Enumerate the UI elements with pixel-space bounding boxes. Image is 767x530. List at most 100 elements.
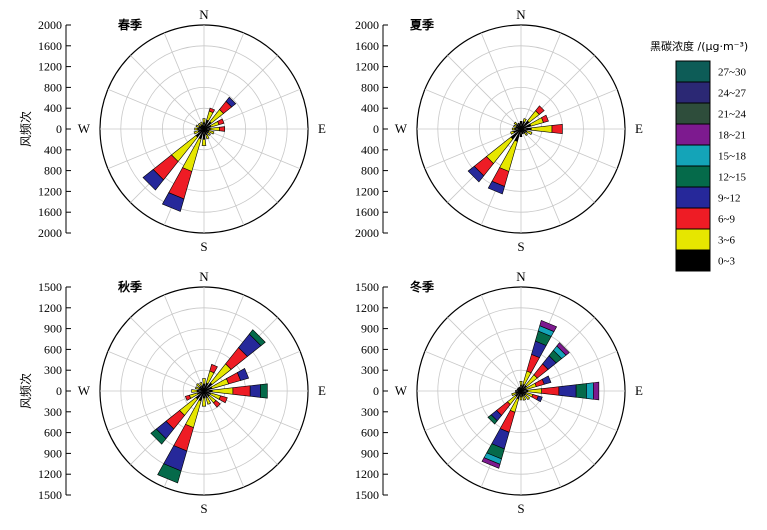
grid-spoke (130, 55, 205, 130)
petal-segment-0-1 (202, 378, 206, 385)
petal-segment-10-4 (150, 428, 167, 445)
legend-label-7: 21~24 (718, 109, 746, 121)
petal-segment-9-3 (161, 192, 185, 212)
y-tick-label: 900 (44, 322, 62, 336)
y-tick-label: 1200 (38, 301, 62, 315)
grid-spoke (163, 32, 205, 130)
petal-segment-6-2 (213, 400, 221, 408)
y-tick-label: 800 (361, 80, 379, 94)
y-tick-label: 400 (361, 101, 379, 115)
grid-spoke (130, 317, 205, 392)
legend-label-1: 3~6 (718, 235, 735, 247)
compass-w: W (395, 383, 408, 398)
grid-spoke (203, 128, 278, 203)
compass-s: S (517, 239, 524, 254)
wind-rose-panel-1: 2000 1600 1200 800 400 0 400 800 1200 1600 2000 N E S… (355, 7, 643, 254)
legend-label-8: 24~27 (718, 88, 746, 100)
y-tick-label: 600 (361, 426, 379, 440)
grid-spoke (447, 317, 522, 392)
petal-segment-14-1 (197, 122, 202, 127)
compass-n: N (199, 7, 209, 22)
y-tick-label: 1200 (38, 467, 62, 481)
petal-segment-8-1 (201, 139, 207, 146)
petal-segment-14-1 (513, 121, 518, 126)
y-tick-label: 1200 (355, 301, 379, 315)
y-tick-label: 800 (44, 164, 62, 178)
petal-segment-12-1 (194, 127, 199, 131)
season-title: 夏季 (410, 17, 435, 32)
petal-segment-3-2 (541, 114, 549, 123)
petal-segment-6-1 (523, 131, 528, 136)
season-title: 秋季 (118, 279, 143, 294)
petal-segment-0-1 (202, 118, 206, 124)
petal-segment-15-0 (517, 122, 522, 130)
petal-segment-10-4 (487, 414, 498, 425)
y-tick-label: 1200 (38, 60, 62, 74)
compass-e: E (318, 383, 326, 398)
y-tick-label: 1500 (38, 488, 62, 502)
y-tick-label: 2000 (38, 226, 62, 240)
compass-s: S (200, 501, 207, 516)
compass-e: E (318, 121, 326, 136)
petal-segment-6-1 (524, 394, 531, 401)
compass-e: E (635, 121, 643, 136)
petal-segment-4-4 (260, 383, 268, 399)
petal-segment-1-1 (522, 118, 527, 123)
grid-spoke (163, 294, 205, 392)
season-title: 春季 (117, 17, 143, 32)
legend-swatch-8 (675, 81, 711, 104)
petal-segment-15-0 (518, 386, 522, 392)
y-tick-label: 1200 (355, 184, 379, 198)
y-axis-label: 风频次 (19, 373, 33, 409)
compass-w: W (78, 121, 91, 136)
petal-segment-4-2 (219, 126, 225, 132)
y-tick-label: 300 (44, 405, 62, 419)
legend-label-4: 12~15 (718, 172, 746, 184)
petal-segment-2-4 (248, 329, 266, 347)
petal-segment-4-1 (211, 387, 234, 395)
petal-segment-0-1 (519, 381, 523, 386)
legend-swatch-1 (675, 228, 711, 251)
petal-segment-4-3 (558, 384, 577, 398)
petal-segment-4-3 (249, 384, 261, 398)
petal-segment-8-0 (519, 128, 523, 138)
petal-segment-1-2 (208, 107, 216, 114)
compass-n: N (516, 269, 526, 284)
petal-segment-1-6 (539, 319, 558, 332)
grid-spoke (520, 32, 562, 130)
season-title: 冬季 (410, 279, 435, 294)
petal-segment-7-1 (205, 134, 210, 140)
petal-segment-5-1 (526, 130, 533, 135)
grid-spoke (424, 350, 522, 392)
y-tick-label: 900 (44, 446, 62, 460)
petal-segment-9-3 (487, 180, 505, 195)
y-tick-label: 300 (361, 405, 379, 419)
y-tick-label: 1200 (355, 60, 379, 74)
petal-segment-13-1 (513, 124, 517, 128)
petal-segment-4-6 (593, 381, 600, 401)
petal-segment-2-3 (225, 96, 237, 108)
petal-segment-2-2 (535, 105, 545, 115)
petal-segment-12-0 (515, 390, 522, 392)
petal-segment-12-1 (511, 127, 516, 131)
grid-spoke (424, 390, 522, 432)
grid-spoke (424, 88, 522, 130)
y-tick-label: 0 (373, 122, 379, 136)
legend-label-9: 27~30 (718, 67, 746, 79)
petal-segment-12-1 (191, 389, 198, 393)
petal-segment-3-3 (236, 368, 250, 381)
y-tick-label: 0 (373, 384, 379, 398)
y-tick-label: 600 (361, 342, 379, 356)
petal-segment-7-0 (520, 128, 524, 135)
legend-label-0: 0~3 (718, 256, 735, 268)
y-tick-label: 2000 (355, 18, 379, 32)
y-tick-label: 1600 (355, 39, 379, 53)
petal-segment-10-3 (467, 165, 485, 183)
petal-segment-5-1 (208, 130, 215, 135)
legend-swatch-9 (675, 60, 711, 83)
petal-segment-5-2 (218, 395, 228, 404)
petal-segment-13-1 (195, 124, 200, 128)
petal-segment-8-1 (201, 397, 207, 407)
y-tick-label: 1600 (38, 205, 62, 219)
petal-segment-11-1 (510, 130, 515, 135)
